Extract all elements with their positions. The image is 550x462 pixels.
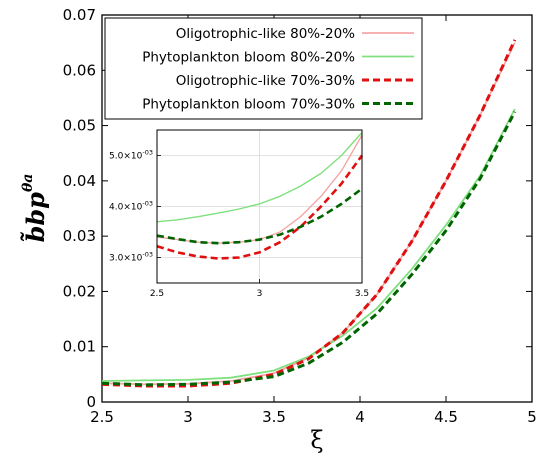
legend-label-2: Phytoplankton bloom 80%-20% — [142, 50, 355, 66]
inset-x-tick-label: 2.5 — [150, 289, 164, 299]
x-tick-label: 2.5 — [90, 408, 114, 426]
legend: Oligotrophic-like 80%-20% Phytoplankton b… — [104, 17, 423, 120]
inset-y-tick-exponent: -03 — [142, 149, 153, 157]
y-axis-title: b̃bpθa — [20, 174, 50, 243]
y-axis-title-base: b̃bp — [20, 192, 50, 243]
inset-y-tick-label: 3.0×10-03 — [109, 251, 153, 264]
x-tick-label: 4.5 — [434, 408, 458, 426]
inset-y-tick-exponent: -03 — [142, 251, 153, 259]
axis-titles: ξ b̃bpθa — [20, 174, 324, 454]
legend-label-1: Oligotrophic-like 80%-20% — [176, 26, 355, 42]
legend-box — [104, 17, 423, 120]
y-tick-label: 0.06 — [63, 61, 96, 79]
inset-x-tick-label: 3 — [257, 289, 263, 299]
plot-frame — [101, 14, 533, 403]
series-line-3 — [101, 39, 517, 388]
inset-y-tick-label: 5.0×10-03 — [109, 149, 153, 162]
series-line-4 — [101, 111, 517, 387]
legend-label-3: Oligotrophic-like 70%-30% — [176, 73, 355, 89]
y-tick-label: 0.01 — [63, 338, 96, 356]
x-tick-label: 5 — [527, 408, 537, 426]
x-axis-title: ξ — [310, 426, 323, 454]
y-tick-label: 0.02 — [63, 282, 96, 300]
inset-x-tick-label: 3.5 — [355, 289, 369, 299]
inset-series-line-2 — [156, 132, 363, 223]
y-tick-label: 0 — [86, 393, 96, 411]
y-tick-label: 0.03 — [63, 227, 96, 245]
inset-series-line-3 — [156, 154, 364, 260]
x-tick-label: 3.5 — [262, 408, 286, 426]
y-tick-label: 0.04 — [63, 172, 96, 190]
x-tick-label: 4 — [355, 408, 365, 426]
legend-label-4: Phytoplankton bloom 70%-30% — [142, 97, 355, 113]
inset-y-tick-mantissa: 4.0 — [109, 203, 124, 213]
inset-frame — [156, 129, 363, 284]
y-tick-label: 0.07 — [63, 6, 96, 24]
y-tick-label: 0.05 — [63, 117, 96, 135]
inset-plot: 2.5 3 3.5 3.0×10-03 4.0×10-03 5.0×10-03 — [109, 129, 369, 299]
inset-y-tick-mantissa: 5.0 — [109, 152, 124, 162]
x-tick-label: 3 — [183, 408, 193, 426]
inset-y-tick-mantissa: 3.0 — [109, 254, 124, 264]
inset-series-line-4 — [156, 187, 363, 245]
inset-y-tick-exponent: -03 — [142, 200, 153, 208]
inset-y-tick-label: 4.0×10-03 — [109, 200, 153, 213]
y-axis-title-superscript: θa — [20, 174, 36, 192]
main-plot: 2.5 3 3.5 4 4.5 5 0 0.01 0.02 0.03 0.04 0.05 0.06 0.0… — [63, 6, 537, 426]
